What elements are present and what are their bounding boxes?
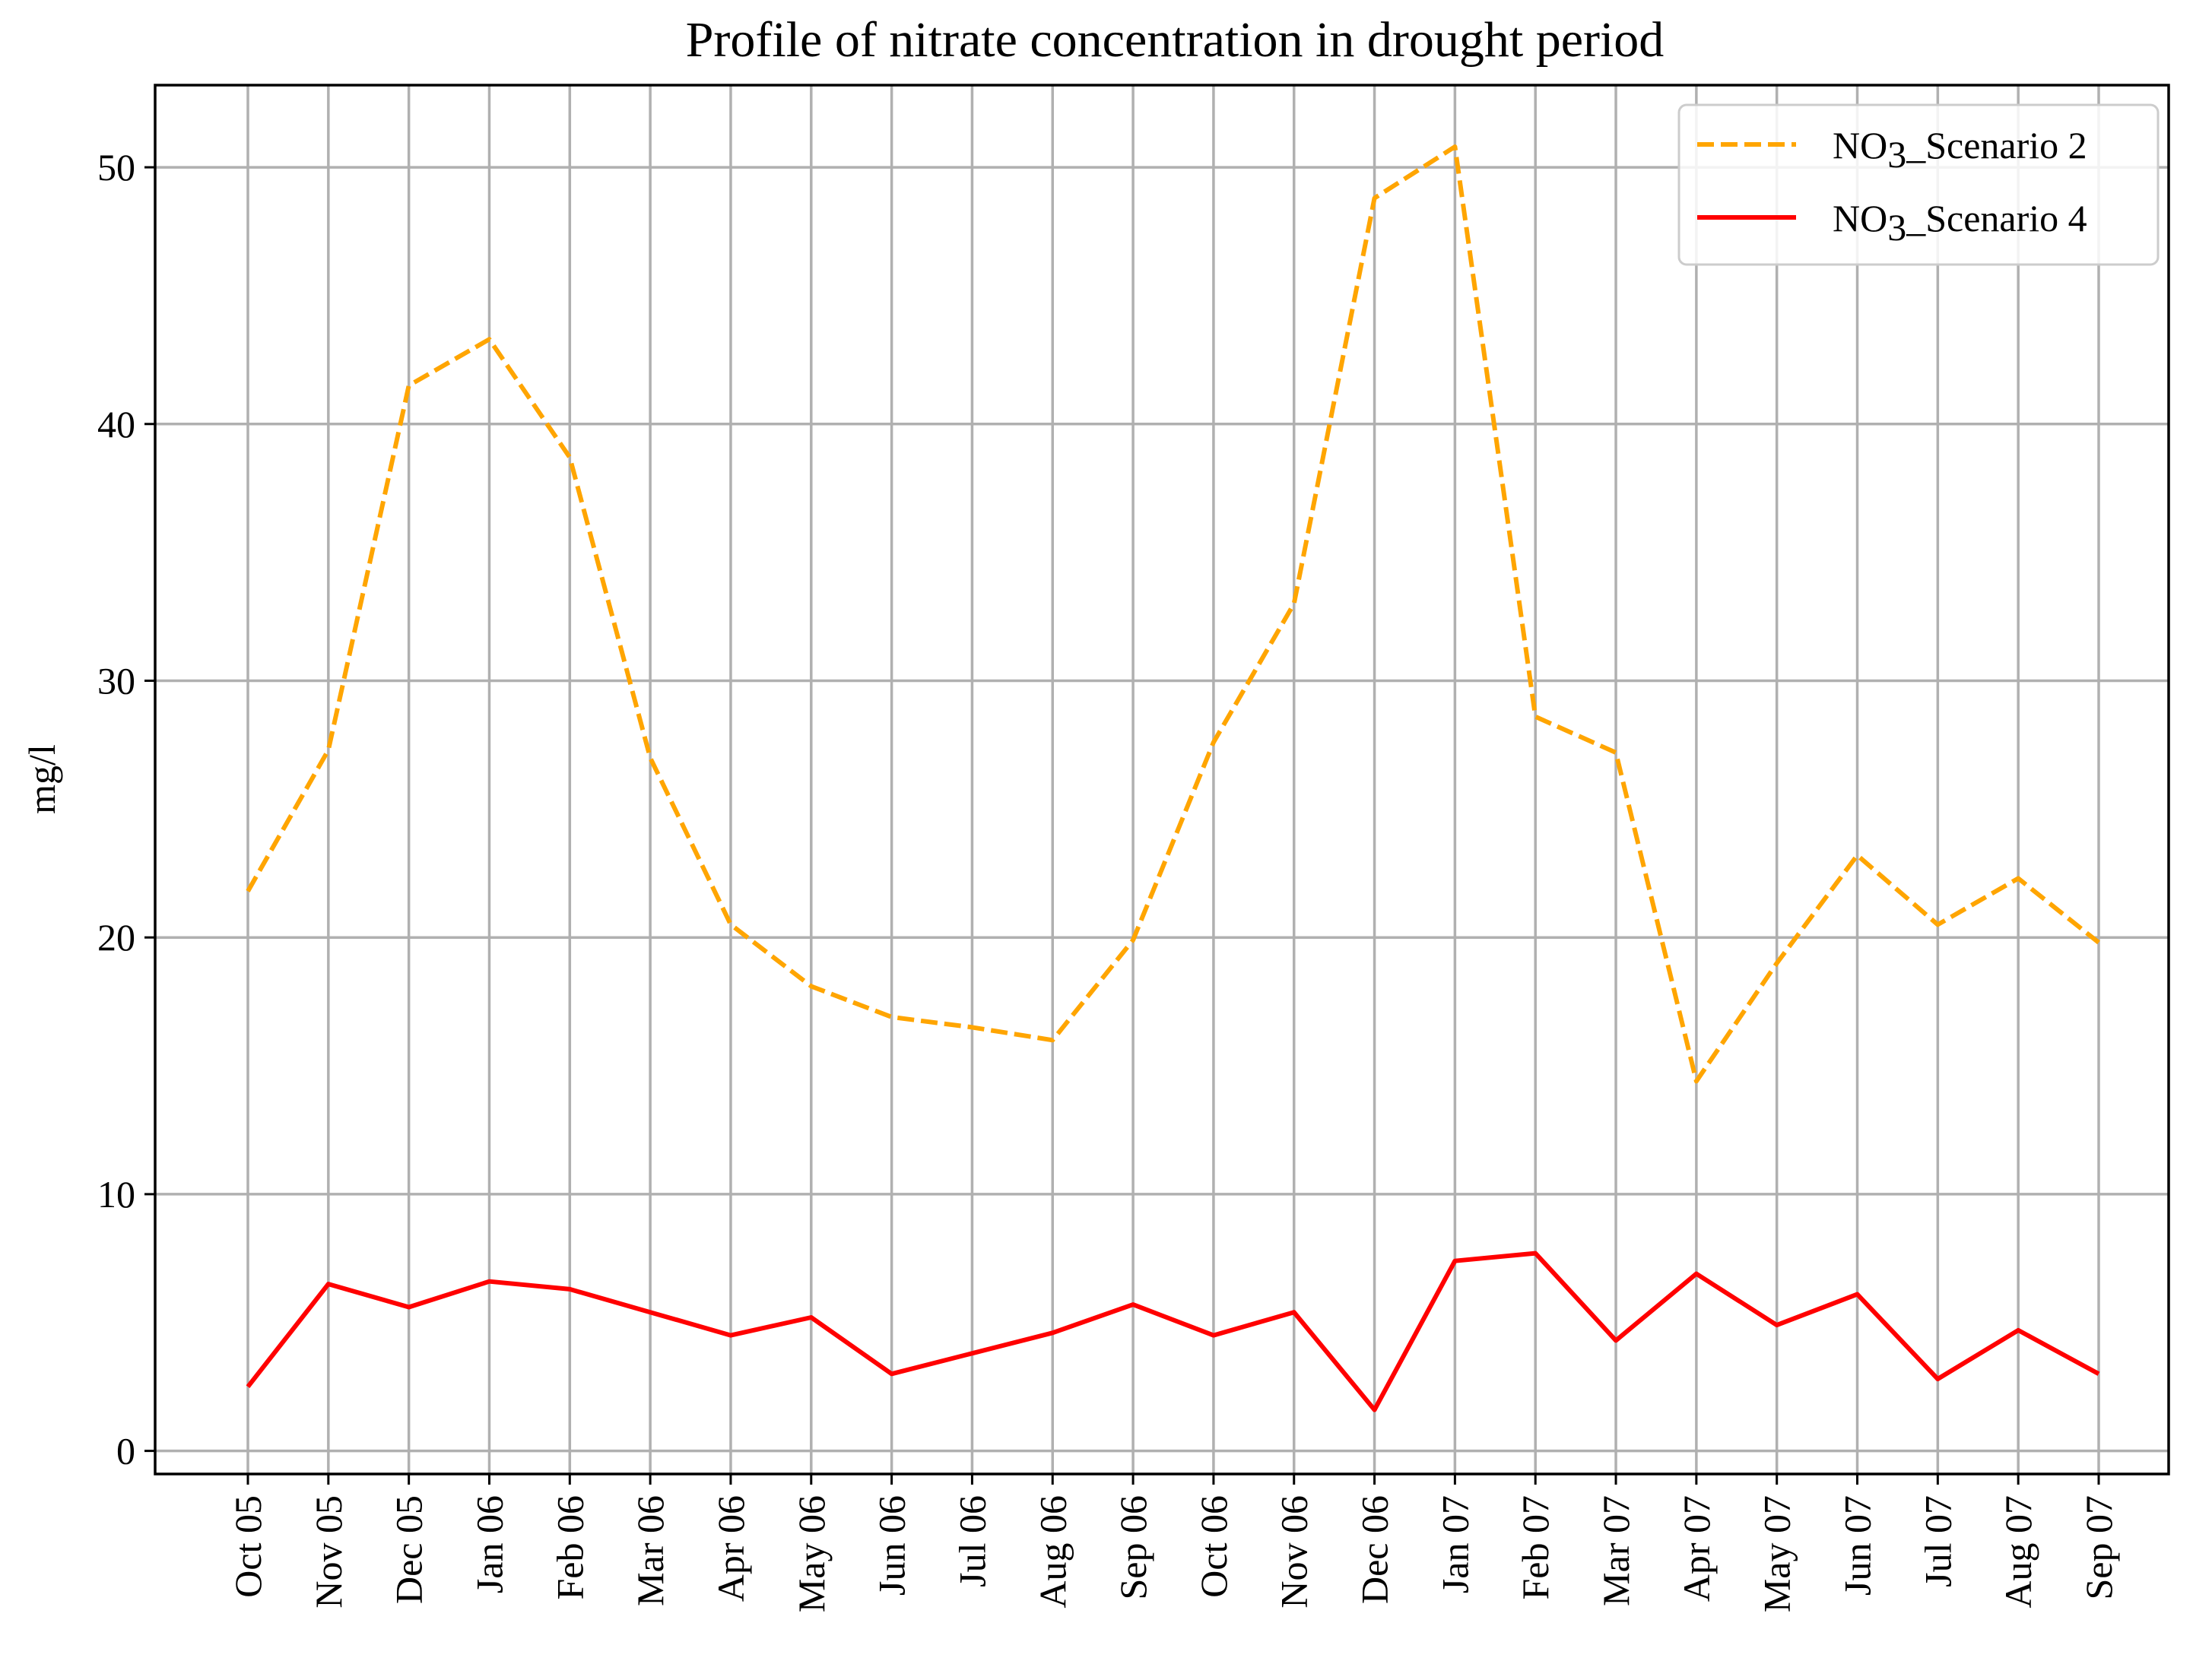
series-line-scenario-4 (246, 1251, 2100, 1412)
x-tick-label: Jun 07 (1836, 1495, 1879, 1596)
y-tick-label: 40 (97, 403, 135, 445)
legend-label-scenario-2: NO3_Scenario 2 (1833, 124, 2087, 176)
grid-lines (155, 85, 2169, 1474)
x-tick-label: Feb 06 (548, 1495, 591, 1600)
y-tick-label: 10 (97, 1173, 135, 1216)
x-tick-label: Apr 06 (709, 1495, 752, 1602)
x-tick-label: Jan 06 (468, 1495, 510, 1593)
x-tick-label: Nov 06 (1273, 1495, 1315, 1609)
y-tick-label: 20 (97, 916, 135, 959)
legend-label-scenario-4-prefix: NO (1833, 197, 1887, 239)
y-tick-label: 30 (97, 659, 135, 702)
y-tick-label: 50 (97, 146, 135, 189)
legend-label-scenario-2-suffix: _Scenario 2 (1906, 124, 2087, 166)
x-tick-label: Oct 05 (227, 1495, 269, 1598)
chart-title: Profile of nitrate concentration in drou… (686, 12, 1665, 68)
legend: NO3_Scenario 2 NO3_Scenario 4 (1677, 103, 2160, 266)
legend-box (1677, 103, 2160, 266)
axis-ticks: Oct 05 Nov 05 Dec 05 Jan 06 Feb 06 Mar 06 Apr … (97, 146, 2120, 1612)
x-tick-label: Jul 07 (1916, 1495, 1959, 1587)
x-tick-label: Dec 06 (1354, 1495, 1396, 1604)
series-layer (246, 144, 2100, 1412)
x-tick-label: Aug 06 (1031, 1495, 1074, 1609)
x-tick-label: May 07 (1756, 1495, 1798, 1612)
legend-label-scenario-4-subscript: 3 (1887, 206, 1906, 249)
x-tick-label: Jul 06 (950, 1495, 993, 1587)
legend-label-scenario-2-subscript: 3 (1887, 133, 1906, 176)
x-tick-label: Oct 06 (1192, 1495, 1235, 1598)
legend-label-scenario-2-prefix: NO (1833, 124, 1887, 166)
legend-label-scenario-4-suffix: _Scenario 4 (1906, 197, 2087, 239)
x-tick-label: Dec 05 (388, 1495, 430, 1604)
x-tick-label: Sep 07 (2077, 1495, 2120, 1600)
legend-label-scenario-4: NO3_Scenario 4 (1833, 197, 2087, 249)
y-axis-label: mg/l (21, 744, 63, 814)
x-tick-label: Feb 07 (1514, 1495, 1557, 1600)
x-tick-label: Apr 07 (1675, 1495, 1718, 1602)
plot-frame (154, 84, 2170, 1476)
x-tick-label: Sep 06 (1112, 1495, 1154, 1600)
x-tick-label: Aug 07 (1997, 1495, 2039, 1609)
x-tick-label: May 06 (790, 1495, 833, 1612)
x-tick-label: Mar 06 (629, 1495, 671, 1606)
x-tick-label: Jun 06 (871, 1495, 913, 1596)
x-tick-label: Nov 05 (307, 1495, 350, 1609)
series-line-scenario-2 (246, 144, 2100, 1084)
y-tick-label: 0 (116, 1430, 135, 1472)
x-tick-label: Jan 07 (1433, 1495, 1476, 1593)
x-tick-label: Mar 07 (1595, 1495, 1637, 1606)
